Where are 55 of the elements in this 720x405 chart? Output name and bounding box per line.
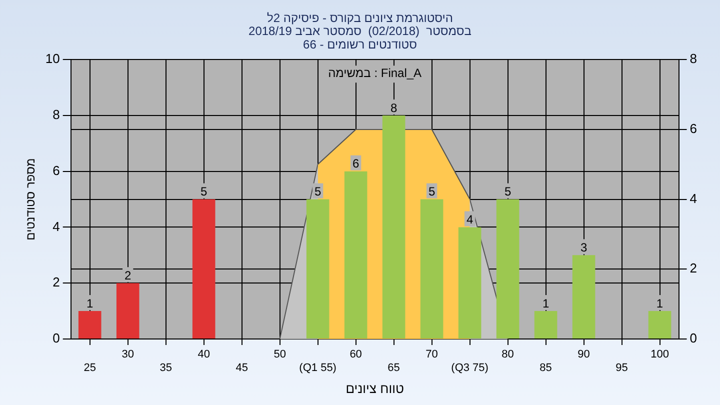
- data-label: 5: [428, 184, 436, 199]
- y-tick-label: 10: [45, 51, 60, 66]
- x-tick-label: 80: [502, 348, 514, 361]
- y-tick-label: 2: [52, 274, 60, 290]
- y-axis-title: מספר סטודנטים: [24, 158, 38, 240]
- data-label: 2: [124, 268, 132, 282]
- x-tick-label: 95: [616, 362, 628, 374]
- annotation: במשימה : Final_A: [328, 66, 422, 80]
- y2-tick-label: 8: [690, 51, 698, 66]
- bar: [496, 199, 520, 338]
- x-tick-label: 65: [388, 362, 400, 374]
- x-tick-label: 70: [426, 348, 438, 361]
- data-label: 8: [390, 100, 398, 115]
- y2-tick-label: 0: [690, 330, 698, 346]
- x-tick-label: 35: [160, 362, 172, 374]
- bar: [420, 199, 444, 338]
- y-tick-label: 4: [52, 218, 60, 234]
- bar: [192, 199, 216, 338]
- data-label: 5: [314, 184, 322, 199]
- bar: [78, 311, 102, 338]
- x-tick-label: 40: [198, 348, 210, 361]
- bar: [116, 283, 140, 338]
- data-label: 5: [200, 184, 208, 199]
- x-tick-label: 85: [540, 362, 552, 374]
- bar: [382, 115, 406, 338]
- data-label: 1: [656, 296, 664, 310]
- bar: [344, 171, 368, 338]
- bar: [648, 311, 672, 338]
- bar: [458, 227, 482, 338]
- x-tick-label: 60: [350, 348, 362, 361]
- bar: [572, 255, 596, 338]
- y2-tick-label: 4: [690, 190, 698, 206]
- x-tick-label: 90: [578, 348, 590, 361]
- data-label: 1: [86, 296, 94, 310]
- x-tick-label: 100: [650, 348, 669, 361]
- bar: [534, 311, 558, 338]
- y-tick-label: 6: [52, 162, 60, 178]
- x-tick-label: 30: [122, 348, 134, 361]
- x-tick-label: 25: [84, 362, 96, 374]
- data-label: 1: [542, 296, 550, 310]
- chart-title: היסטוגרמת ציונים בקורס - פיסיקה 2ל בסמסטר (02/2018) סמסטר אביב 2018/19 סטודנטים רשומים - 66: [248, 10, 472, 52]
- y2-tick-label: 2: [690, 260, 698, 276]
- y-tick-label: 8: [52, 107, 60, 122]
- x-tick-label: 45: [236, 362, 248, 374]
- x-tick-label: 50: [274, 348, 286, 361]
- x-axis-title: טווח ציונים: [346, 380, 404, 396]
- data-label: 5: [504, 184, 512, 199]
- data-label: 4: [466, 212, 474, 227]
- bar: [306, 199, 330, 338]
- y-tick-label: 0: [52, 330, 60, 346]
- data-label: 3: [580, 240, 588, 254]
- data-label: 6: [352, 156, 360, 171]
- x-tick-label: (Q3 75): [451, 362, 488, 374]
- y2-tick-label: 6: [690, 121, 698, 136]
- x-tick-label: (Q1 55): [299, 362, 336, 374]
